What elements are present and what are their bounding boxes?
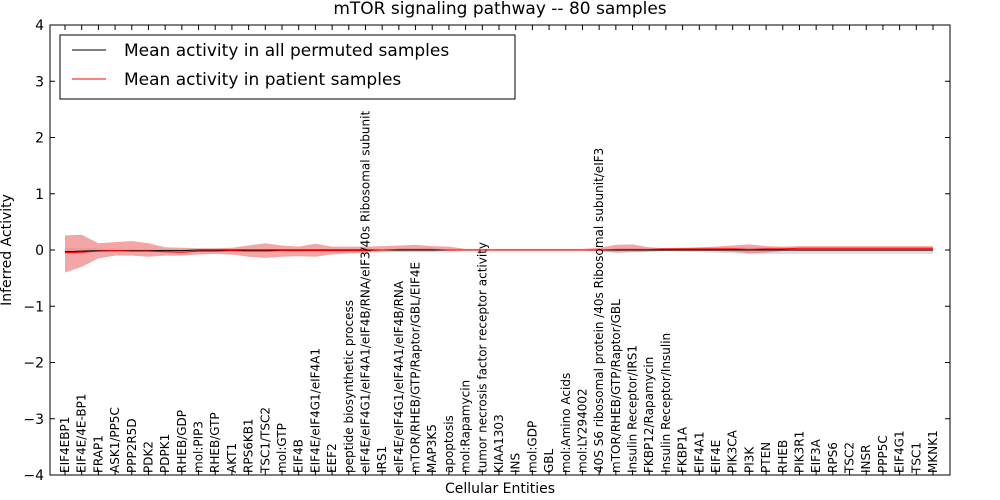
x-tick-label: mol:GTP <box>275 423 289 473</box>
x-tick-label: PIK3CA <box>726 429 740 473</box>
x-tick-label: AKT1 <box>225 443 239 473</box>
x-tick-label: EIF4A1 <box>692 431 706 473</box>
x-tick-label: FKBP12/Rapamycin <box>642 357 656 473</box>
x-tick-label: TSC2 <box>843 442 857 474</box>
y-tick-label: 2 <box>35 131 44 147</box>
x-tick-label: TSC1/TSC2 <box>258 407 272 474</box>
x-tick-label: tumor necrosis factor receptor activity <box>475 242 489 473</box>
x-tick-label: PDK2 <box>142 441 156 473</box>
x-tick-label: RHEB/GDP <box>175 410 189 473</box>
x-tick-label: mTOR/RHEB/GTP/Raptor/GBL/EIF4E <box>409 262 423 473</box>
x-tick-label: Insulin Receptor/Insulin <box>659 333 673 473</box>
x-tick-label: EIF4E/eIF4G1/eIF4A1 <box>308 348 322 473</box>
x-tick-label: mol:PIP3 <box>192 421 206 473</box>
patient-band <box>65 234 933 273</box>
legend-label-permuted: Mean activity in all permuted samples <box>124 41 449 61</box>
x-tick-label: RPS6KB1 <box>242 418 256 473</box>
x-tick-label: RHEB/GTP <box>208 412 222 473</box>
x-tick-label: eIF4E/eIF4G1/eIF4A1/eIF4B/RNA/eIF3/40s R… <box>359 111 373 473</box>
x-tick-label: PDPK1 <box>158 434 172 473</box>
legend-box <box>59 34 516 100</box>
legend-label-patient: Mean activity in patient samples <box>124 70 401 90</box>
y-tick-label: −4 <box>23 468 44 484</box>
x-tick-label: peptide biosynthetic process <box>342 300 356 473</box>
x-tick-label: KIAA1303 <box>492 414 506 473</box>
x-axis-label: Cellular Entities <box>445 481 555 497</box>
x-tick-label: RHEB <box>776 440 790 473</box>
y-axis: −4 −3 −2 −1 0 1 2 3 4 <box>23 18 950 484</box>
x-tick-label: RPS6 <box>826 442 840 473</box>
chart-title: mTOR signaling pathway -- 80 samples <box>333 0 666 19</box>
x-tick-label: TSC1 <box>909 442 923 474</box>
y-axis-label: Inferred Activity <box>0 194 15 306</box>
x-tick-label: EIF4E/4E-BP1 <box>75 393 89 473</box>
x-tick-label: eIF4E/eIF4G1/eIF4A1/eIF4B/RNA <box>392 280 406 473</box>
y-tick-label: −2 <box>23 356 44 372</box>
x-tick-label: mol:GDP <box>525 421 539 473</box>
x-tick-label: mol:Rapamycin <box>459 380 473 473</box>
x-tick-label: FRAP1 <box>91 435 105 473</box>
patient-line <box>64 247 933 254</box>
x-tick-label: IRS1 <box>375 446 389 473</box>
x-tick-label: MKNK1 <box>926 430 940 473</box>
y-tick-label: 4 <box>35 18 44 34</box>
x-tick-label: PPP5C <box>876 435 890 473</box>
x-tick-label: MAP3K5 <box>425 424 439 473</box>
x-tick-label: INSR <box>859 445 873 473</box>
x-tick-label: ASK1/PP5C <box>108 407 122 473</box>
series-lines <box>64 247 933 254</box>
legend: Mean activity in all permuted samples Me… <box>59 34 516 100</box>
x-tick-label: EIF4G1 <box>893 430 907 473</box>
x-tick-label: mTOR/RHEB/GTP/Raptor/GBL <box>609 299 623 473</box>
x-tick-label: apoptosis <box>442 415 456 473</box>
x-tick-label: Insulin Receptor/IRS1 <box>626 345 640 473</box>
x-tick-label: GBL <box>542 448 556 473</box>
x-tick-label: mol:Amino Acids <box>559 373 573 473</box>
x-tick-label: 40S S6 ribosomal protein /40s Ribosomal … <box>592 148 606 473</box>
x-tick-label: PIK3R1 <box>793 431 807 473</box>
x-tick-label: mol:LY294002 <box>576 388 590 473</box>
x-tick-label: PI3K <box>742 446 756 473</box>
y-tick-label: −3 <box>23 412 44 428</box>
x-tick-label: EIF4E <box>709 440 723 473</box>
y-tick-label: 0 <box>35 243 44 259</box>
y-tick-label: 3 <box>35 74 44 90</box>
y-tick-label: −1 <box>23 299 44 315</box>
x-tick-label: PPP2R5D <box>125 418 139 473</box>
x-axis: EIF4EBP1 EIF4E/4E-BP1 FRAP1 ASK1/PP5C PPP2R5… <box>58 25 940 475</box>
y-tick-label: 1 <box>35 187 44 203</box>
x-tick-label: PTEN <box>759 442 773 473</box>
x-tick-label: EIF4EBP1 <box>58 417 72 473</box>
x-tick-label: EIF3A <box>809 438 823 473</box>
x-tick-label: FKBP1A <box>676 426 690 473</box>
x-tick-label: EIF4B <box>292 439 306 473</box>
x-tick-label: INS <box>509 453 523 473</box>
x-tick-label: EEF2 <box>325 443 339 473</box>
